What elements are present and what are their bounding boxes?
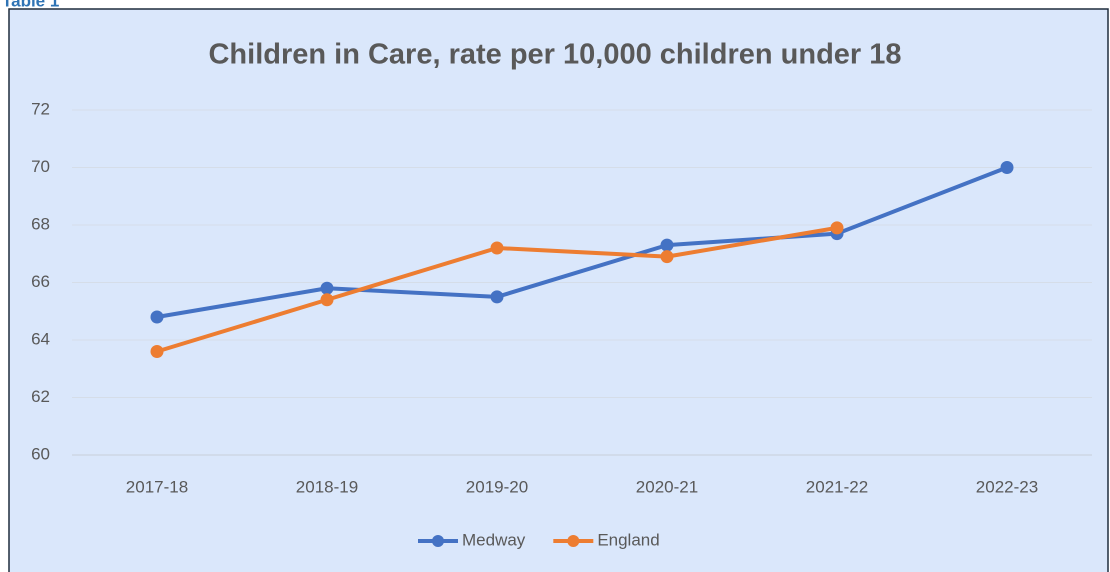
data-point [1000,161,1014,174]
x-tick-label: 2017-18 [126,477,188,496]
y-tick-label: 70 [31,157,50,176]
y-tick-label: 62 [31,387,50,406]
legend-label: Medway [462,530,526,549]
data-point [490,241,504,255]
data-point [150,310,164,324]
data-point [320,281,334,295]
y-tick-label: 72 [31,99,50,118]
x-tick-label: 2021-22 [806,477,868,496]
data-point [150,345,164,358]
series-line [156,165,1008,319]
data-point [660,238,674,252]
x-tick-label: 2020-21 [636,477,698,496]
x-tick-label: 2022-23 [976,477,1038,496]
data-point [490,290,504,304]
data-point [830,221,844,235]
x-tick-label: 2018-19 [296,477,358,496]
chart-title: Children in Care, rate per 10,000 childr… [208,39,901,71]
legend-label: England [597,530,659,549]
caption: Table 1 [2,0,59,10]
data-point [660,250,674,264]
x-tick-label: 2019-20 [466,477,528,496]
legend-swatch-marker [567,535,580,547]
legend-swatch-marker [432,535,444,547]
y-tick-label: 68 [31,214,50,233]
y-tick-label: 60 [31,444,50,463]
data-point [320,293,334,307]
chart-frame [8,8,1109,572]
y-tick-label: 64 [31,329,50,348]
y-tick-label: 66 [31,272,50,291]
